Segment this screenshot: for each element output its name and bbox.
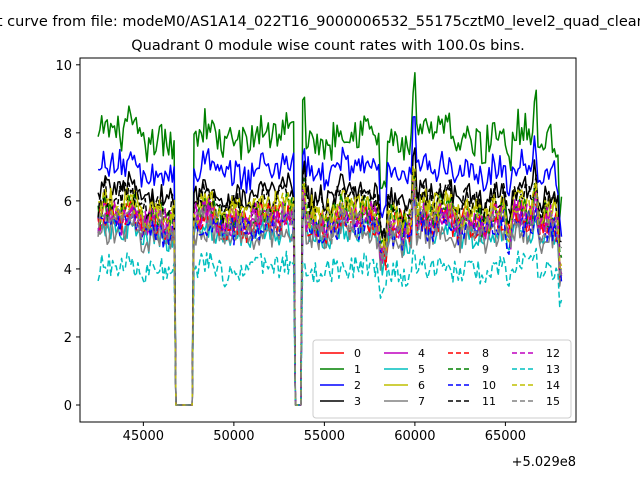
legend-label-3: 3 bbox=[354, 395, 361, 408]
y-tick-label: 0 bbox=[64, 399, 72, 414]
series-layer bbox=[97, 72, 563, 406]
x-tick-label: 45000 bbox=[123, 429, 164, 444]
legend-label-9: 9 bbox=[482, 363, 489, 376]
x-tick-label: 60000 bbox=[394, 429, 435, 444]
legend-label-14: 14 bbox=[546, 379, 560, 392]
legend-label-15: 15 bbox=[546, 395, 560, 408]
series-line-13 bbox=[97, 247, 563, 406]
legend-label-13: 13 bbox=[546, 363, 560, 376]
y-tick-label: 8 bbox=[64, 127, 72, 142]
series-line-14 bbox=[97, 165, 562, 406]
y-tick-label: 6 bbox=[64, 195, 72, 210]
y-tick-label: 10 bbox=[55, 59, 72, 74]
legend-label-11: 11 bbox=[482, 395, 496, 408]
y-tick-label: 4 bbox=[64, 263, 72, 278]
legend-label-4: 4 bbox=[418, 347, 425, 360]
legend-label-0: 0 bbox=[354, 347, 361, 360]
legend-label-5: 5 bbox=[418, 363, 425, 376]
plot-frame bbox=[79, 57, 577, 423]
legend-label-2: 2 bbox=[354, 379, 361, 392]
legend-label-6: 6 bbox=[418, 379, 425, 392]
chart-title: Quadrant 0 module wise count rates with … bbox=[131, 38, 525, 54]
legend-label-12: 12 bbox=[546, 347, 560, 360]
series-line-15 bbox=[97, 179, 563, 406]
legend-label-1: 1 bbox=[354, 363, 361, 376]
x-offset-label: +5.029e8 bbox=[512, 455, 576, 470]
x-axis: 45000 50000 55000 60000 65000 bbox=[123, 422, 526, 444]
x-tick-label: 65000 bbox=[485, 429, 526, 444]
legend-box bbox=[312, 339, 572, 419]
x-tick-label: 50000 bbox=[213, 429, 254, 444]
legend-label-8: 8 bbox=[482, 347, 489, 360]
legend-label-10: 10 bbox=[482, 379, 496, 392]
legend-label-7: 7 bbox=[418, 395, 425, 408]
y-tick-label: 2 bbox=[64, 331, 72, 346]
x-tick-label: 55000 bbox=[304, 429, 345, 444]
y-axis: 0 2 4 6 8 10 bbox=[55, 59, 80, 414]
figure-suptitle: Light curve from file: modeM0/AS1A14_022… bbox=[0, 14, 640, 30]
